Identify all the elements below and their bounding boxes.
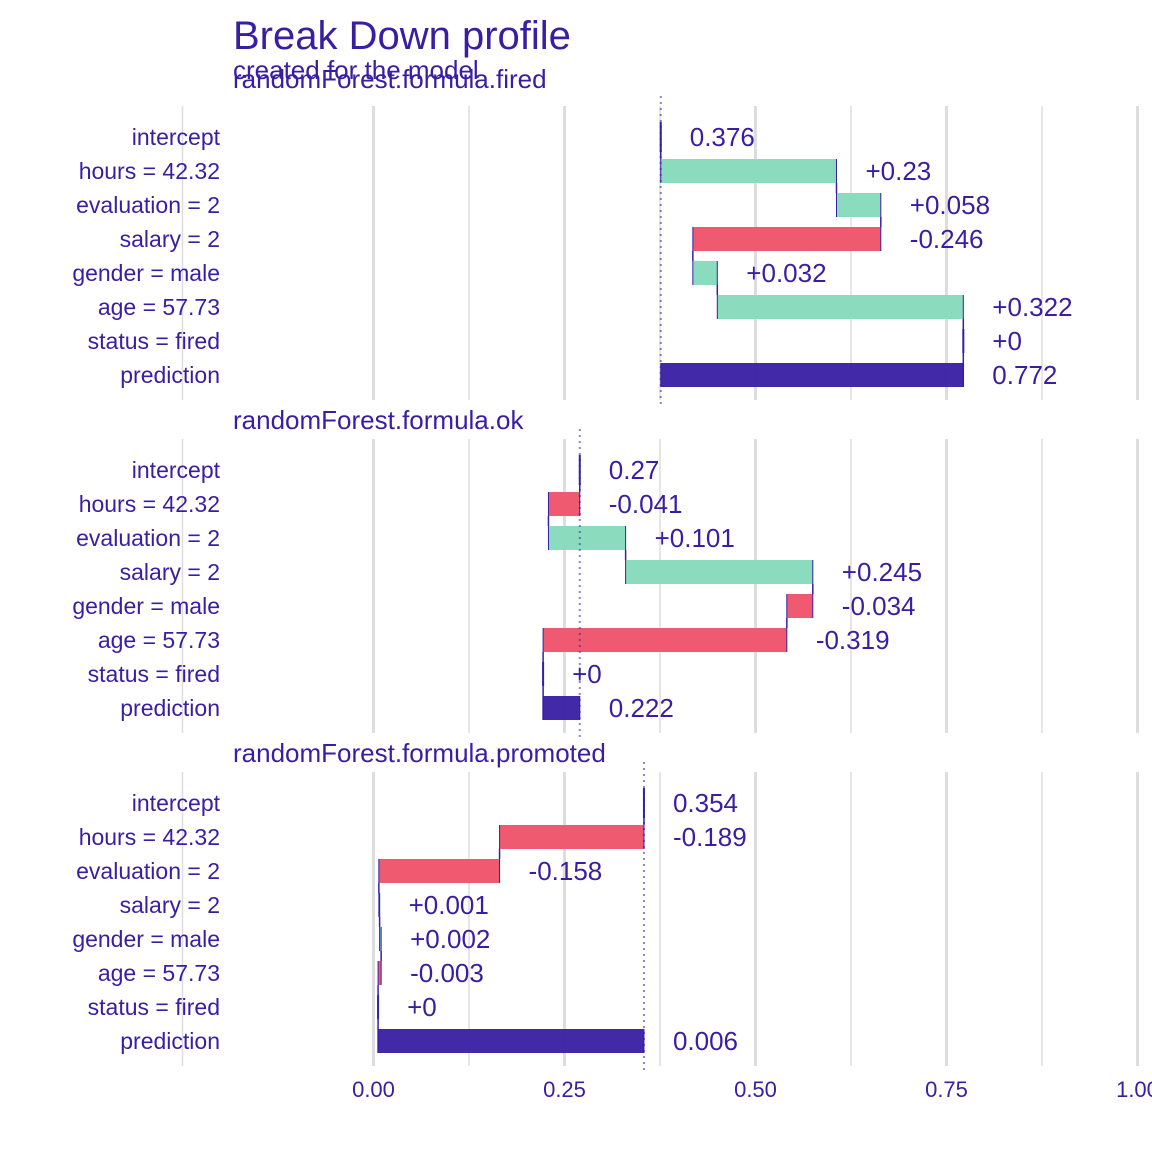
row-variable-label: salary = 2 [120,892,220,918]
value-label: +0.245 [842,557,922,587]
contribution-bar [692,227,881,251]
row-variable-label: hours = 42.32 [79,491,220,517]
contribution-bar [717,295,964,319]
contribution-bar [836,193,881,217]
value-label: +0 [992,326,1022,356]
row-variable-label: gender = male [72,260,220,286]
contribution-bar [543,628,787,652]
x-tick-label: 1.00 [1116,1077,1152,1102]
row-variable-label: evaluation = 2 [76,858,220,884]
row-variable-label: intercept [132,124,221,150]
value-label: 0.376 [690,122,755,152]
contribution-bar [548,526,626,550]
value-label: +0.058 [910,190,990,220]
row-variable-label: prediction [120,362,220,388]
contribution-bar [499,825,644,849]
row-variable-label: age = 57.73 [98,294,220,320]
value-label: -0.246 [910,224,984,254]
row-variable-label: salary = 2 [120,559,220,585]
value-label: -0.034 [842,591,916,621]
x-tick-label: 0.00 [352,1077,395,1102]
value-label: 0.006 [673,1026,738,1056]
value-label: +0.322 [992,292,1072,322]
contribution-bar [692,261,718,285]
contribution-bar [378,859,500,883]
row-variable-label: gender = male [72,926,220,952]
row-variable-label: status = fired [88,661,220,687]
panel-label: randomForest.formula.ok [233,405,524,435]
value-label: +0.002 [410,924,490,954]
value-label: -0.158 [529,856,603,886]
value-label: 0.222 [609,693,674,723]
row-variable-label: prediction [120,1028,220,1054]
value-label: -0.189 [673,822,747,852]
row-variable-label: evaluation = 2 [76,192,220,218]
contribution-bar [625,560,813,584]
chart-title: Break Down profile [233,14,571,58]
contribution-bar [660,159,837,183]
x-tick-label: 0.50 [734,1077,777,1102]
row-variable-label: intercept [132,457,221,483]
row-variable-label: hours = 42.32 [79,824,220,850]
chart-subtitle: created for the model [233,55,479,85]
contribution-bar [378,961,382,985]
value-label: +0.23 [865,156,931,186]
prediction-bar [543,696,580,720]
value-label: 0.354 [673,788,738,818]
row-variable-label: evaluation = 2 [76,525,220,551]
row-variable-label: salary = 2 [120,226,220,252]
value-label: +0 [572,659,602,689]
row-variable-label: status = fired [88,994,220,1020]
value-label: 0.772 [992,360,1057,390]
prediction-bar [378,1029,644,1053]
x-tick-label: 0.75 [925,1077,968,1102]
value-label: +0.101 [655,523,735,553]
row-variable-label: gender = male [72,593,220,619]
row-variable-label: age = 57.73 [98,627,220,653]
contribution-bar [786,594,813,618]
panel-label: randomForest.formula.promoted [233,738,606,768]
panel-label: randomForest.formula.fired [233,64,547,94]
prediction-bar [660,363,964,387]
value-label: +0.001 [409,890,489,920]
value-label: -0.041 [609,489,683,519]
x-tick-label: 0.25 [543,1077,586,1102]
contribution-bar [548,492,580,516]
row-variable-label: status = fired [88,328,220,354]
row-variable-label: age = 57.73 [98,960,220,986]
contribution-bar [379,927,382,951]
row-variable-label: hours = 42.32 [79,158,220,184]
value-label: -0.003 [410,958,484,988]
value-label: +0.032 [746,258,826,288]
row-variable-label: intercept [132,790,221,816]
value-label: -0.319 [816,625,890,655]
value-label: +0 [407,992,437,1022]
value-label: 0.27 [609,455,660,485]
row-variable-label: prediction [120,695,220,721]
